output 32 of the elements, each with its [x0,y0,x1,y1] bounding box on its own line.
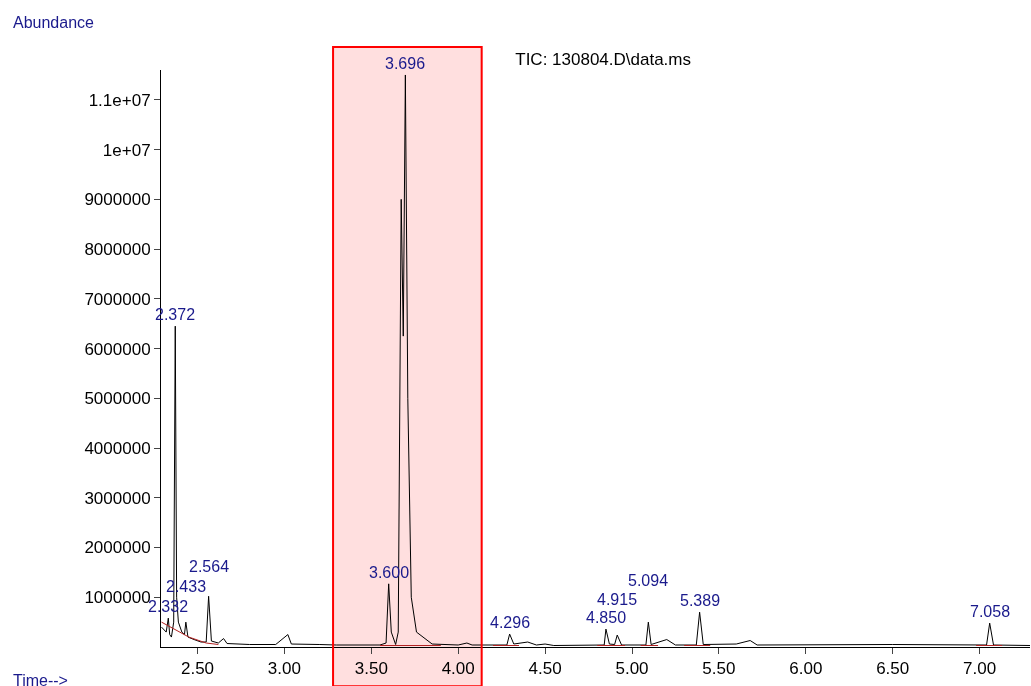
y-tick-label: 7000000 [84,289,151,309]
x-tick-label: 3.00 [267,659,301,679]
chart-title: TIC: 130804.D\data.ms [515,50,692,70]
x-tick-label: 2.50 [180,659,215,679]
y-tick-label: 6000000 [84,339,151,359]
x-tick-label: 6.50 [876,659,910,679]
annotation: 4.296 [490,614,531,631]
annotation: 7.058 [970,603,1011,620]
x-tick-label: 7.00 [963,659,997,679]
annotation: 5.094 [628,572,669,589]
y-tick-label: 2000000 [84,538,151,558]
y-tick-label: 1.1e+07 [88,90,151,110]
y-tick-label: 1e+07 [102,140,151,160]
annotation: 3.696 [385,55,426,72]
y-tick-label: 5000000 [84,389,151,409]
annotation: 4.850 [586,609,627,626]
annotation: 5.389 [680,592,721,609]
x-tick-label: 5.00 [615,659,649,679]
y-tick-label: 9000000 [84,190,151,210]
annotation: 2.564 [189,558,230,575]
y-tick-label: 3000000 [84,488,151,508]
x-tick-label: 6.00 [789,659,823,679]
x-tick-label: 4.00 [441,659,475,679]
y-tick-label: 4000000 [84,438,151,458]
y-tick-label: 8000000 [84,240,151,260]
annotation: 4.915 [597,591,638,608]
x-tick-label: 5.50 [702,659,736,679]
x-axis-title: Time--> [13,672,68,686]
y-tick-label: 1000000 [84,588,151,608]
y-axis-title: Abundance [13,14,95,31]
x-tick-label: 4.50 [528,659,562,679]
x-tick-label: 3.50 [354,659,388,679]
